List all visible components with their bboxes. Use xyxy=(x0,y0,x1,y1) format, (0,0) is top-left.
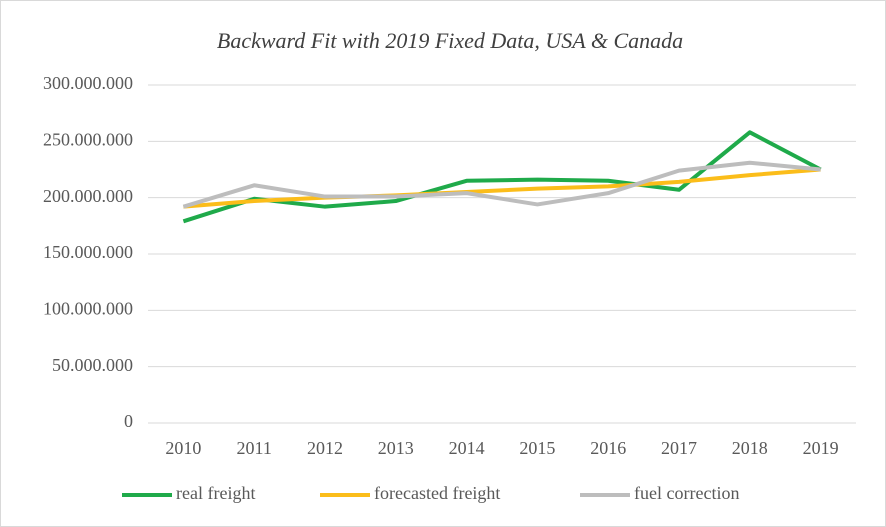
y-tick-label: 150.000.000 xyxy=(43,242,133,262)
y-tick-label: 0 xyxy=(124,411,133,431)
series-line xyxy=(183,167,821,209)
legend-label: forecasted freight xyxy=(374,483,500,503)
x-tick-label: 2016 xyxy=(590,438,626,458)
x-tick-label: 2012 xyxy=(307,438,343,458)
x-tick-label: 2010 xyxy=(165,438,201,458)
x-tick-label: 2011 xyxy=(237,438,272,458)
x-tick-label: 2014 xyxy=(449,438,485,458)
x-tick-label: 2019 xyxy=(803,438,839,458)
y-tick-label: 250.000.000 xyxy=(43,129,133,149)
x-tick-label: 2018 xyxy=(732,438,768,458)
x-tick-label: 2017 xyxy=(661,438,697,458)
series-line xyxy=(182,160,821,209)
series-line xyxy=(182,130,822,224)
y-tick-label: 100.000.000 xyxy=(43,298,133,318)
legend-label: fuel correction xyxy=(634,483,739,503)
x-tick-label: 2015 xyxy=(519,438,555,458)
y-tick-label: 300.000.000 xyxy=(43,73,133,93)
x-tick-label: 2013 xyxy=(378,438,414,458)
y-tick-label: 50.000.000 xyxy=(52,355,133,375)
legend-label: real freight xyxy=(176,483,255,503)
y-tick-label: 200.000.000 xyxy=(43,186,133,206)
chart-title: Backward Fit with 2019 Fixed Data, USA &… xyxy=(217,28,683,53)
